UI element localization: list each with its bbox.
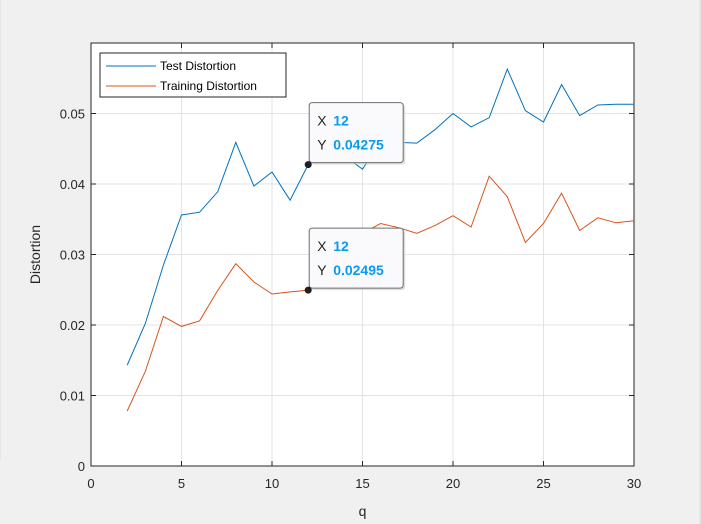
datatip-y-label: Y [317, 262, 327, 278]
datatip-box [308, 227, 404, 289]
datatip-marker[interactable] [304, 286, 312, 294]
datatip-x-label: X [317, 113, 327, 129]
y-axis-label: Distortion [27, 225, 43, 284]
x-tick-label: 5 [178, 476, 185, 491]
datatip-box [308, 102, 404, 164]
series-line-training[interactable] [126, 175, 635, 412]
x-tick-label: 0 [87, 476, 94, 491]
x-tick-label: 20 [446, 476, 460, 491]
datatip-x-value: 12 [333, 113, 349, 129]
x-axis-label: q [359, 503, 367, 519]
y-tick-label: 0.03 [60, 248, 85, 263]
x-tick-label: 10 [265, 476, 279, 491]
legend-label: Training Distortion [160, 79, 257, 93]
datatip[interactable]: X 12 Y 0.02495 [304, 227, 406, 294]
datatip-marker[interactable] [304, 161, 312, 169]
datatip[interactable]: X 12 Y 0.04275 [304, 102, 406, 169]
datatip-y-label: Y [317, 137, 327, 153]
legend: Test Distortion Training Distortion [99, 52, 287, 98]
y-tick-label: 0.01 [60, 389, 85, 404]
datatip-y-value: 0.04275 [333, 137, 384, 153]
x-tick-label: 30 [627, 476, 641, 491]
legend-box [99, 52, 287, 98]
x-tick-label: 15 [355, 476, 369, 491]
legend-label: Test Distortion [160, 59, 236, 73]
y-tick-label: 0 [78, 459, 85, 474]
y-tick-label: 0.05 [60, 107, 85, 122]
datatip-x-value: 12 [333, 238, 349, 254]
y-tick-label: 0.02 [60, 318, 85, 333]
datatip-y-value: 0.02495 [333, 262, 384, 278]
y-tick-label: 0.04 [60, 177, 85, 192]
x-tick-label: 25 [536, 476, 550, 491]
datatip-x-label: X [317, 238, 327, 254]
